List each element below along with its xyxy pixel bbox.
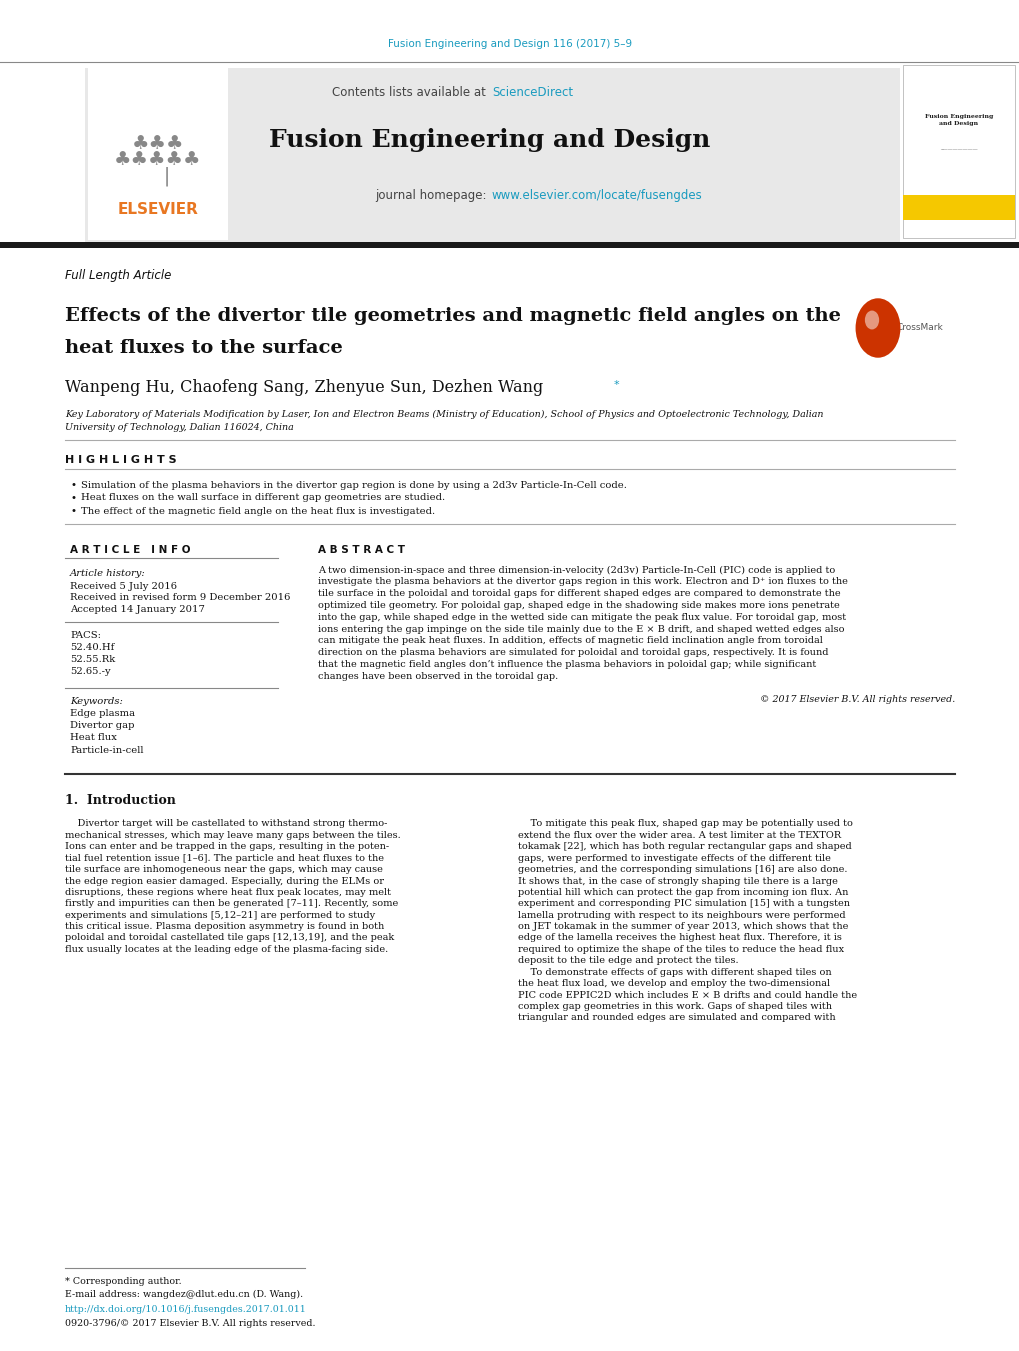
Text: 52.65.-y: 52.65.-y <box>70 667 110 677</box>
Text: •: • <box>70 493 76 503</box>
Text: © 2017 Elsevier B.V. All rights reserved.: © 2017 Elsevier B.V. All rights reserved… <box>759 696 954 704</box>
Text: experiments and simulations [5,12–21] are performed to study: experiments and simulations [5,12–21] ar… <box>65 911 375 920</box>
Text: 52.40.Hf: 52.40.Hf <box>70 643 114 653</box>
Text: complex gap geometries in this work. Gaps of shaped tiles with: complex gap geometries in this work. Gap… <box>518 1002 832 1011</box>
Text: lamella protruding with respect to its neighbours were performed: lamella protruding with respect to its n… <box>518 911 845 920</box>
Text: The effect of the magnetic field angle on the heat flux is investigated.: The effect of the magnetic field angle o… <box>81 507 435 516</box>
Text: Ions can enter and be trapped in the gaps, resulting in the poten-: Ions can enter and be trapped in the gap… <box>65 842 388 851</box>
Text: University of Technology, Dalian 116024, China: University of Technology, Dalian 116024,… <box>65 423 293 431</box>
Text: ions entering the gap impinge on the side tile mainly due to the E × B drift, an: ions entering the gap impinge on the sid… <box>318 624 844 634</box>
Text: deposit to the tile edge and protect the tiles.: deposit to the tile edge and protect the… <box>518 957 738 966</box>
Text: Divertor gap: Divertor gap <box>70 721 135 731</box>
Bar <box>0 242 1019 249</box>
Text: Simulation of the plasma behaviors in the divertor gap region is done by using a: Simulation of the plasma behaviors in th… <box>81 481 627 489</box>
Text: A R T I C L E   I N F O: A R T I C L E I N F O <box>70 544 191 555</box>
Text: poloidal and toroidal castellated tile gaps [12,13,19], and the peak: poloidal and toroidal castellated tile g… <box>65 934 394 943</box>
Text: Received in revised form 9 December 2016: Received in revised form 9 December 2016 <box>70 593 290 603</box>
Text: To demonstrate effects of gaps with different shaped tiles on: To demonstrate effects of gaps with diff… <box>518 967 830 977</box>
Text: Fusion Engineering and Design 116 (2017) 5–9: Fusion Engineering and Design 116 (2017)… <box>387 39 632 49</box>
Text: Full Length Article: Full Length Article <box>65 269 171 282</box>
Text: ELSEVIER: ELSEVIER <box>117 203 199 218</box>
Text: changes have been observed in the toroidal gap.: changes have been observed in the toroid… <box>318 671 557 681</box>
Text: gaps, were performed to investigate effects of the different tile: gaps, were performed to investigate effe… <box>518 854 830 863</box>
Text: flux usually locates at the leading edge of the plasma-facing side.: flux usually locates at the leading edge… <box>65 944 388 954</box>
Text: * Corresponding author.: * Corresponding author. <box>65 1278 181 1286</box>
Text: H I G H L I G H T S: H I G H L I G H T S <box>65 455 176 465</box>
Text: the heat flux load, we develop and employ the two-dimensional: the heat flux load, we develop and emplo… <box>518 979 829 988</box>
Text: www.elsevier.com/locate/fusengdes: www.elsevier.com/locate/fusengdes <box>491 189 702 203</box>
Text: into the gap, while shaped edge in the wetted side can mitigate the peak flux va: into the gap, while shaped edge in the w… <box>318 613 846 621</box>
Text: •: • <box>70 507 76 516</box>
Text: Fusion Engineering
and Design: Fusion Engineering and Design <box>924 115 993 126</box>
Text: CrossMark: CrossMark <box>896 323 943 332</box>
Circle shape <box>855 299 900 358</box>
Text: edge of the lamella receives the highest heat flux. Therefore, it is: edge of the lamella receives the highest… <box>518 934 841 943</box>
Text: triangular and rounded edges are simulated and compared with: triangular and rounded edges are simulat… <box>518 1013 835 1023</box>
Text: tile surface are inhomogeneous near the gaps, which may cause: tile surface are inhomogeneous near the … <box>65 865 382 874</box>
Text: Heat fluxes on the wall surface in different gap geometries are studied.: Heat fluxes on the wall surface in diffe… <box>81 493 444 503</box>
Text: ───────────────: ─────────────── <box>940 147 977 157</box>
Bar <box>88 65 228 240</box>
Text: Fusion Engineering and Design: Fusion Engineering and Design <box>269 128 710 153</box>
Text: Particle-in-cell: Particle-in-cell <box>70 746 144 754</box>
Text: 52.55.Rk: 52.55.Rk <box>70 655 115 665</box>
Text: Received 5 July 2016: Received 5 July 2016 <box>70 581 177 590</box>
Text: on JET tokamak in the summer of year 2013, which shows that the: on JET tokamak in the summer of year 201… <box>518 923 848 931</box>
Text: Contents lists available at: Contents lists available at <box>332 86 489 100</box>
Text: Divertor target will be castellated to withstand strong thermo-: Divertor target will be castellated to w… <box>65 820 387 828</box>
Text: required to optimize the shape of the tiles to reduce the head flux: required to optimize the shape of the ti… <box>518 944 844 954</box>
Text: tokamak [22], which has both regular rectangular gaps and shaped: tokamak [22], which has both regular rec… <box>518 842 851 851</box>
Text: E-mail address: wangdez@dlut.edu.cn (D. Wang).: E-mail address: wangdez@dlut.edu.cn (D. … <box>65 1289 303 1298</box>
Text: Wanpeng Hu, Chaofeng Sang, Zhenyue Sun, Dezhen Wang: Wanpeng Hu, Chaofeng Sang, Zhenyue Sun, … <box>65 378 543 396</box>
Text: It shows that, in the case of strongly shaping tile there is a large: It shows that, in the case of strongly s… <box>518 877 837 885</box>
Text: optimized tile geometry. For poloidal gap, shaped edge in the shadowing side mak: optimized tile geometry. For poloidal ga… <box>318 601 839 609</box>
Text: experiment and corresponding PIC simulation [15] with a tungsten: experiment and corresponding PIC simulat… <box>518 900 849 908</box>
Text: extend the flux over the wider area. A test limiter at the TEXTOR: extend the flux over the wider area. A t… <box>518 831 841 840</box>
Text: mechanical stresses, which may leave many gaps between the tiles.: mechanical stresses, which may leave man… <box>65 831 400 840</box>
Bar <box>85 68 899 242</box>
Text: A two dimension-in-space and three dimension-in-velocity (2d3v) Particle-In-Cell: A two dimension-in-space and three dimen… <box>318 566 835 574</box>
Text: the edge region easier damaged. Especially, during the ELMs or: the edge region easier damaged. Especial… <box>65 877 383 885</box>
Text: Heat flux: Heat flux <box>70 734 117 743</box>
Text: ScienceDirect: ScienceDirect <box>491 86 573 100</box>
Text: PACS:: PACS: <box>70 631 101 640</box>
Text: 0920-3796/© 2017 Elsevier B.V. All rights reserved.: 0920-3796/© 2017 Elsevier B.V. All right… <box>65 1320 315 1328</box>
Bar <box>902 65 1014 238</box>
Text: 1.  Introduction: 1. Introduction <box>65 793 175 807</box>
Text: *: * <box>613 380 619 390</box>
Text: tile surface in the poloidal and toroidal gaps for different shaped edges are co: tile surface in the poloidal and toroida… <box>318 589 840 598</box>
Text: can mitigate the peak heat fluxes. In addition, effects of magnetic field inclin: can mitigate the peak heat fluxes. In ad… <box>318 636 822 646</box>
Text: Key Laboratory of Materials Modification by Laser, Ion and Electron Beams (Minis: Key Laboratory of Materials Modification… <box>65 409 822 419</box>
Text: disruptions, these regions where heat flux peak locates, may melt: disruptions, these regions where heat fl… <box>65 888 390 897</box>
Text: Accepted 14 January 2017: Accepted 14 January 2017 <box>70 605 205 615</box>
Text: investigate the plasma behaviors at the divertor gaps region in this work. Elect: investigate the plasma behaviors at the … <box>318 577 847 586</box>
Text: journal homepage:: journal homepage: <box>374 189 489 203</box>
Text: PIC code EPPIC2D which includes E × B drifts and could handle the: PIC code EPPIC2D which includes E × B dr… <box>518 990 856 1000</box>
Circle shape <box>864 311 878 330</box>
Text: heat fluxes to the surface: heat fluxes to the surface <box>65 339 342 357</box>
Text: direction on the plasma behaviors are simulated for poloidal and toroidal gaps, : direction on the plasma behaviors are si… <box>318 648 827 657</box>
Text: ♣♣♣
♣♣♣♣♣
   |: ♣♣♣ ♣♣♣♣♣ | <box>114 134 202 185</box>
Text: potential hill which can protect the gap from incoming ion flux. An: potential hill which can protect the gap… <box>518 888 848 897</box>
Text: firstly and impurities can then be generated [7–11]. Recently, some: firstly and impurities can then be gener… <box>65 900 397 908</box>
Text: this critical issue. Plasma deposition asymmetry is found in both: this critical issue. Plasma deposition a… <box>65 923 384 931</box>
Text: •: • <box>70 480 76 490</box>
Text: Keywords:: Keywords: <box>70 697 122 707</box>
Text: that the magnetic field angles don’t influence the plasma behaviors in poloidal : that the magnetic field angles don’t inf… <box>318 659 815 669</box>
Text: A B S T R A C T: A B S T R A C T <box>318 544 405 555</box>
Text: geometries, and the corresponding simulations [16] are also done.: geometries, and the corresponding simula… <box>518 865 847 874</box>
Bar <box>902 195 1014 220</box>
Text: tial fuel retention issue [1–6]. The particle and heat fluxes to the: tial fuel retention issue [1–6]. The par… <box>65 854 383 863</box>
Text: To mitigate this peak flux, shaped gap may be potentially used to: To mitigate this peak flux, shaped gap m… <box>518 820 852 828</box>
Text: Article history:: Article history: <box>70 570 146 578</box>
Text: Effects of the divertor tile geometries and magnetic field angles on the: Effects of the divertor tile geometries … <box>65 307 840 326</box>
Text: Edge plasma: Edge plasma <box>70 709 135 719</box>
Text: http://dx.doi.org/10.1016/j.fusengdes.2017.01.011: http://dx.doi.org/10.1016/j.fusengdes.20… <box>65 1305 307 1315</box>
